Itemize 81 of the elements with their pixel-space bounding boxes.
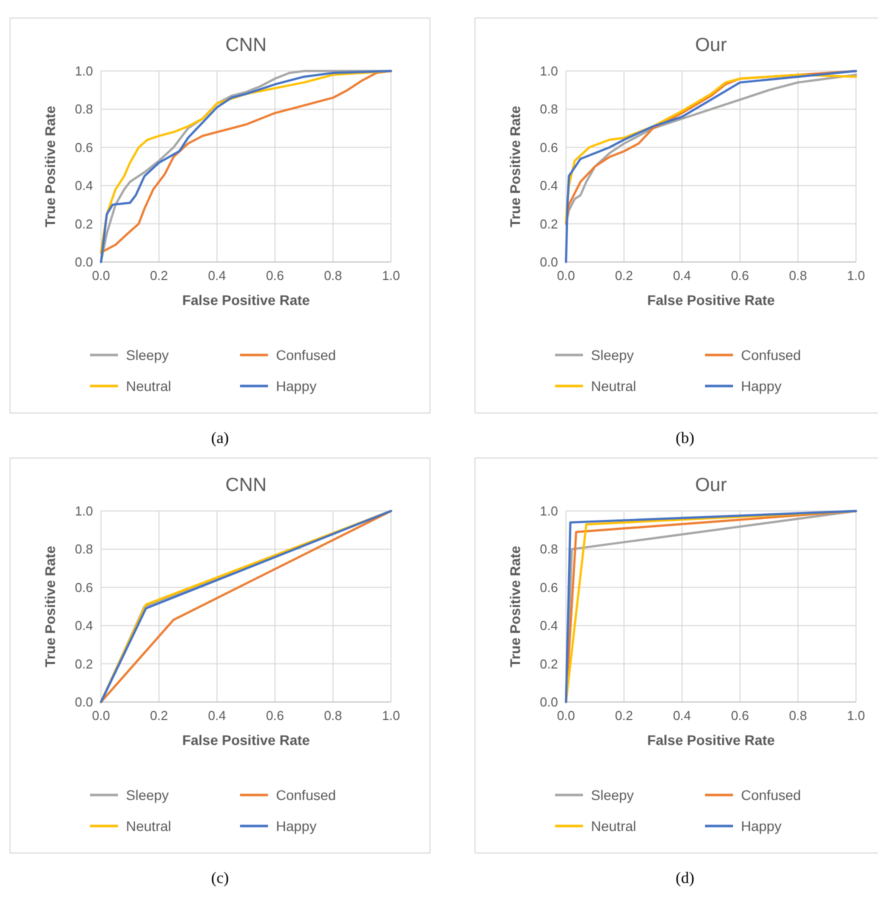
y-axis-title: True Positive Rate: [42, 546, 58, 668]
y-tick-label: 0.6: [540, 140, 558, 155]
chart-title: CNN: [225, 475, 267, 496]
y-tick-label: 1.0: [74, 64, 93, 78]
x-tick-label: 0.0: [92, 708, 110, 723]
y-tick-label: 0.4: [74, 178, 93, 194]
y-tick-label: 1.0: [540, 504, 558, 518]
legend-label: Neutral: [126, 818, 172, 834]
legend-label: Sleepy: [591, 787, 634, 803]
chart-title: CNN: [225, 35, 267, 56]
text: (a): [211, 430, 229, 447]
x-axis-title: False Positive Rate: [647, 292, 776, 308]
x-tick-label: 0.6: [266, 708, 284, 723]
x-tick-label: 0.8: [788, 708, 808, 723]
x-tick-label: 1.0: [846, 708, 866, 723]
y-tick-label: 0.4: [540, 618, 558, 634]
y-tick-label: 1.0: [74, 504, 93, 518]
y-tick-label: 0.2: [540, 656, 558, 672]
legend-label: Sleepy: [126, 787, 169, 803]
x-tick-label: 0.6: [730, 268, 750, 283]
x-tick-label: 0.8: [788, 268, 808, 283]
y-tick-label: 0.8: [540, 102, 558, 117]
x-tick-label: 0.2: [614, 708, 634, 723]
y-tick-label: 0.6: [540, 580, 558, 595]
y-tick-label: 0.2: [74, 656, 93, 672]
legend-label: Neutral: [591, 378, 636, 394]
text: (b): [676, 430, 694, 447]
y-tick-label: 0.6: [74, 140, 93, 155]
y-tick-label: 0.8: [540, 542, 558, 557]
x-tick-label: 0.4: [672, 268, 692, 283]
y-tick-label: 0.0: [540, 254, 558, 270]
legend-label: Neutral: [126, 378, 172, 394]
y-tick-label: 0.2: [540, 216, 558, 232]
y-tick-label: 1.0: [540, 64, 558, 78]
y-tick-label: 0.4: [74, 618, 93, 634]
x-tick-label: 0.8: [324, 268, 342, 283]
y-axis-title: True Positive Rate: [507, 546, 523, 668]
text: (c): [211, 870, 229, 887]
legend-label: Confused: [276, 347, 336, 363]
x-tick-label: 0.4: [672, 708, 692, 723]
legend-label: Confused: [741, 787, 801, 803]
legend-label: Happy: [741, 378, 782, 394]
y-tick-label: 0.0: [540, 694, 558, 710]
x-tick-label: 0.6: [730, 708, 750, 723]
x-tick-label: 0.0: [556, 268, 576, 283]
legend-label: Sleepy: [591, 347, 634, 363]
text: (d): [676, 870, 694, 887]
x-tick-label: 1.0: [382, 268, 400, 283]
legend-label: Sleepy: [126, 347, 169, 363]
y-tick-label: 0.0: [74, 254, 93, 270]
y-axis-title: True Positive Rate: [507, 106, 523, 228]
y-tick-label: 0.4: [540, 178, 558, 194]
legend-label: Happy: [276, 378, 316, 394]
x-tick-label: 0.2: [150, 708, 168, 723]
legend-label: Neutral: [591, 818, 636, 834]
legend-label: Happy: [741, 818, 782, 834]
y-tick-label: 0.2: [74, 216, 93, 232]
legend-label: Confused: [741, 347, 801, 363]
x-tick-label: 0.0: [556, 708, 576, 723]
x-tick-label: 1.0: [382, 708, 400, 723]
x-axis-title: False Positive Rate: [647, 732, 776, 748]
y-tick-label: 0.8: [74, 102, 93, 117]
line-series: [564, 70, 858, 264]
chart-title: Our: [695, 475, 728, 496]
x-axis-title: False Positive Rate: [182, 292, 310, 308]
legend-label: Happy: [276, 818, 316, 834]
x-tick-label: 0.0: [92, 268, 110, 283]
x-axis-title: False Positive Rate: [182, 732, 310, 748]
x-tick-label: 0.2: [614, 268, 634, 283]
chart-title: Our: [695, 35, 728, 56]
y-tick-label: 0.0: [74, 694, 93, 710]
x-tick-label: 0.4: [208, 268, 226, 283]
x-tick-label: 0.4: [208, 708, 226, 723]
x-tick-label: 1.0: [846, 268, 866, 283]
x-tick-label: 0.2: [150, 268, 168, 283]
x-tick-label: 0.8: [324, 708, 342, 723]
y-tick-label: 0.8: [74, 542, 93, 557]
y-tick-label: 0.6: [74, 580, 93, 595]
y-axis-title: True Positive Rate: [42, 106, 58, 228]
legend-label: Confused: [276, 787, 336, 803]
x-tick-label: 0.6: [266, 268, 284, 283]
